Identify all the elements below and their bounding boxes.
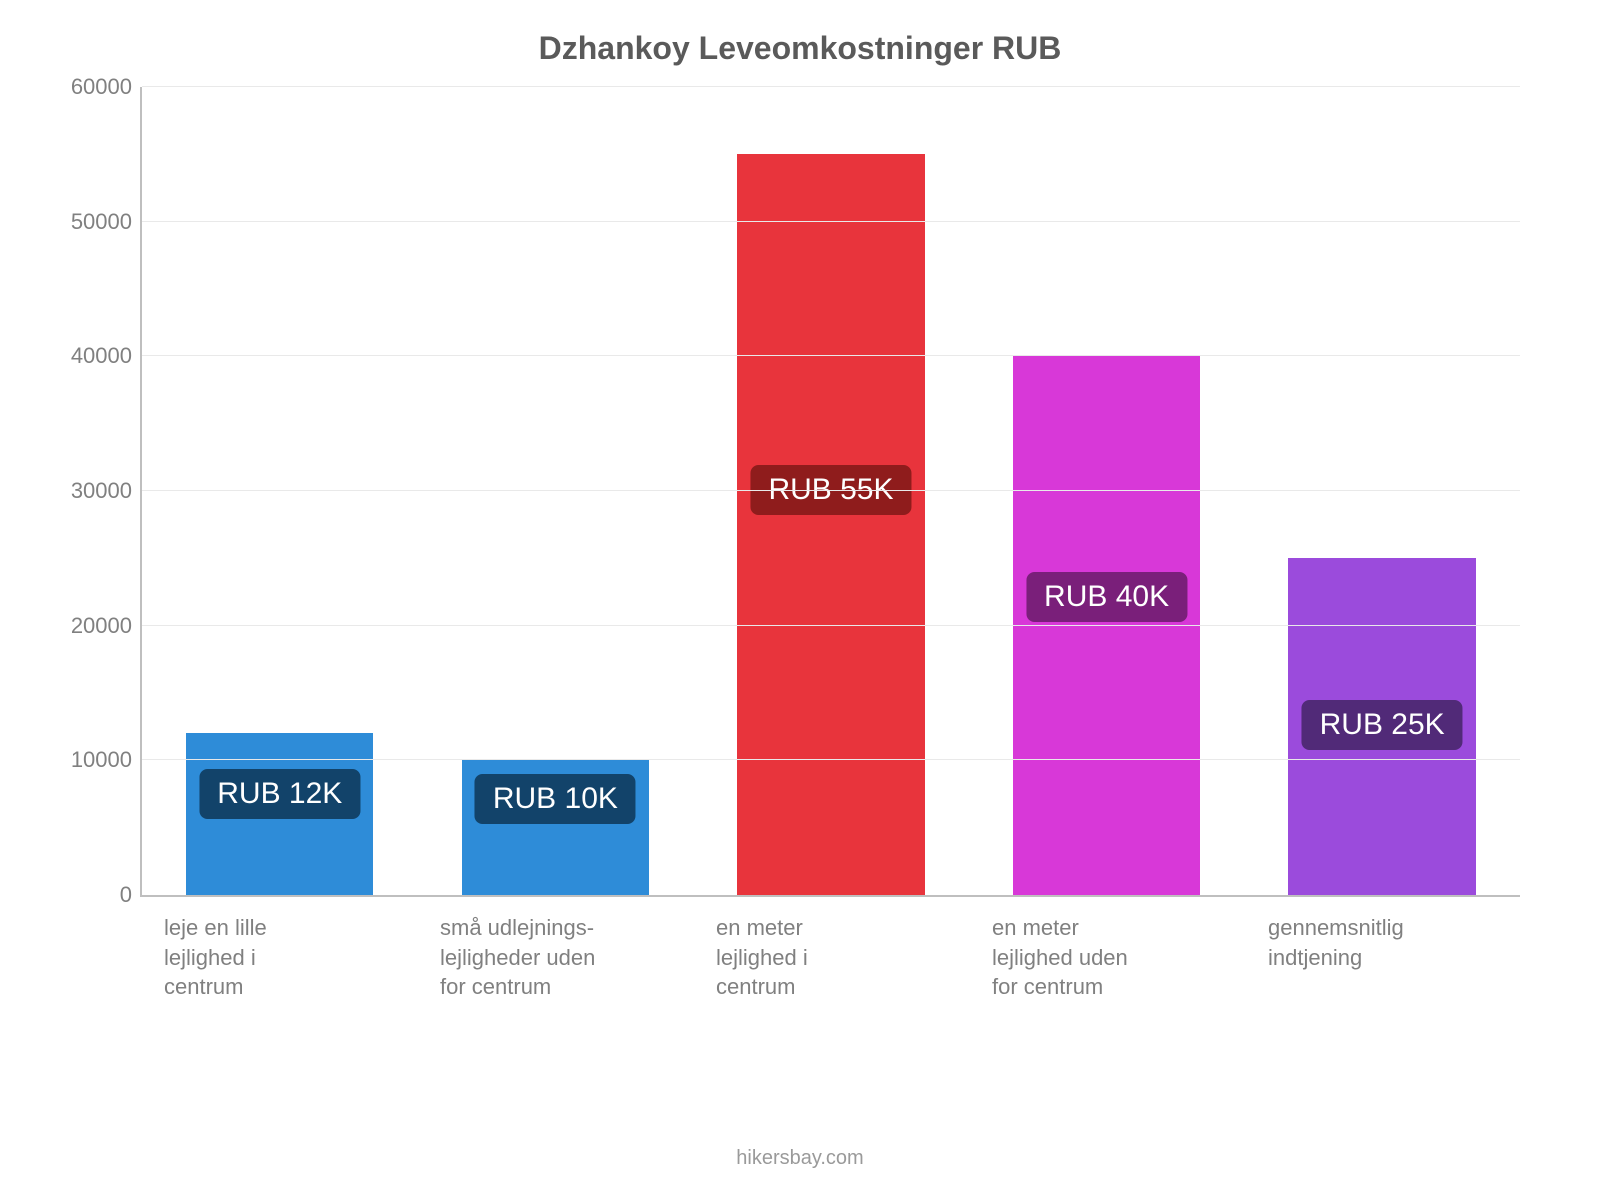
bar-value-badge: RUB 40K xyxy=(1026,572,1187,622)
x-axis-label-slot: gennemsnitlig indtjening xyxy=(1244,913,1520,1002)
plot-area: RUB 12KRUB 10KRUB 55KRUB 40KRUB 25K 0100… xyxy=(140,87,1520,897)
bar-value-badge: RUB 25K xyxy=(1302,700,1463,750)
gridline xyxy=(142,221,1520,222)
ytick-label: 0 xyxy=(62,882,132,908)
gridline xyxy=(142,86,1520,87)
bar: RUB 12K xyxy=(186,733,373,895)
attribution-text: hikersbay.com xyxy=(0,1147,1600,1170)
x-axis-label: leje en lille lejlighed i centrum xyxy=(164,913,324,1002)
bar: RUB 10K xyxy=(462,760,649,895)
x-axis-label-slot: en meter lejlighed uden for centrum xyxy=(968,913,1244,1002)
gridline xyxy=(142,490,1520,491)
bar-slot: RUB 55K xyxy=(693,87,969,895)
x-axis-label: en meter lejlighed uden for centrum xyxy=(992,913,1152,1002)
bar-slot: RUB 25K xyxy=(1244,87,1520,895)
bar-value-badge: RUB 12K xyxy=(199,769,360,819)
bar-slot: RUB 10K xyxy=(418,87,694,895)
bars-container: RUB 12K RUB 10K RUB 55K RUB 40K RUB 25K xyxy=(142,87,1520,895)
bar: RUB 25K xyxy=(1288,558,1475,895)
x-axis-label-slot: leje en lille lejlighed i centrum xyxy=(140,913,416,1002)
gridline xyxy=(142,355,1520,356)
ytick-label: 40000 xyxy=(62,343,132,369)
ytick-label: 50000 xyxy=(62,209,132,235)
ytick-label: 20000 xyxy=(62,613,132,639)
bar: RUB 55K xyxy=(737,154,924,895)
x-axis-labels: leje en lille lejlighed i centrum små udl… xyxy=(140,913,1520,1002)
x-axis-label: gennemsnitlig indtjening xyxy=(1268,913,1428,972)
x-axis-label: en meter lejlighed i centrum xyxy=(716,913,876,1002)
bar: RUB 40K xyxy=(1013,356,1200,895)
bar-slot: RUB 40K xyxy=(969,87,1245,895)
ytick-label: 30000 xyxy=(62,478,132,504)
ytick-label: 10000 xyxy=(62,747,132,773)
cost-of-living-chart: Dzhankoy Leveomkostninger RUB RUB 12KRUB… xyxy=(0,0,1600,1200)
chart-title: Dzhankoy Leveomkostninger RUB xyxy=(40,30,1560,67)
gridline xyxy=(142,625,1520,626)
x-axis-label-slot: en meter lejlighed i centrum xyxy=(692,913,968,1002)
bar-value-badge: RUB 10K xyxy=(475,774,636,824)
bar-slot: RUB 12K xyxy=(142,87,418,895)
gridline xyxy=(142,759,1520,760)
x-axis-label-slot: små udlejnings-lejligheder uden for cent… xyxy=(416,913,692,1002)
ytick-label: 60000 xyxy=(62,74,132,100)
x-axis-label: små udlejnings-lejligheder uden for cent… xyxy=(440,913,600,1002)
